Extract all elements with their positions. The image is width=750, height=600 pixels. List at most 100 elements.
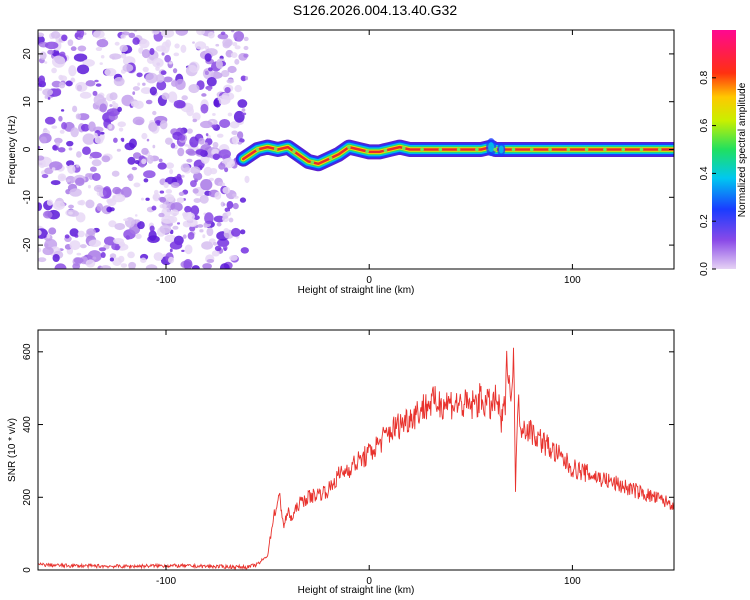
noise-speckle	[212, 241, 218, 246]
noise-speckle	[130, 100, 140, 108]
noise-speckle	[242, 112, 247, 116]
noise-speckle	[117, 106, 122, 113]
noise-speckle	[204, 142, 208, 145]
noise-speckle	[76, 151, 82, 158]
noise-speckle	[38, 75, 46, 85]
noise-speckle	[240, 229, 246, 235]
noise-speckle	[145, 72, 158, 84]
noise-speckle	[135, 119, 144, 126]
noise-speckle	[100, 265, 112, 269]
noise-speckle	[127, 173, 134, 182]
noise-speckle	[77, 45, 87, 52]
y-tick-label: 0	[22, 567, 33, 573]
noise-speckle	[240, 75, 247, 82]
noise-speckle	[51, 55, 66, 68]
noise-speckle	[43, 243, 49, 248]
noise-speckle	[219, 118, 231, 128]
noise-speckle	[68, 204, 74, 209]
noise-speckle	[206, 258, 215, 263]
noise-speckle	[155, 73, 165, 83]
noise-speckle	[109, 53, 122, 60]
noise-speckle	[226, 200, 234, 209]
noise-speckle	[101, 155, 111, 163]
noise-speckle	[199, 229, 204, 233]
noise-speckle	[223, 228, 230, 234]
noise-speckle	[38, 228, 48, 239]
bottom-y-axis-label: SNR (10 * v/v)	[7, 418, 18, 482]
noise-speckle	[61, 34, 68, 42]
noise-speckle	[224, 87, 231, 94]
colorbar-tick-label: 0.4	[699, 166, 710, 180]
noise-speckle	[183, 212, 195, 221]
noise-speckle	[135, 233, 142, 240]
noise-speckle	[46, 199, 53, 206]
noise-speckle	[178, 134, 186, 141]
noise-speckle	[123, 218, 129, 222]
noise-speckle	[239, 197, 247, 203]
noise-speckle	[94, 79, 99, 83]
noise-speckle	[89, 156, 93, 159]
noise-speckle	[43, 127, 48, 132]
noise-speckle	[237, 141, 243, 145]
snr-panel: -100 0 100 0 200 400 600	[22, 329, 675, 587]
noise-speckle	[99, 62, 103, 65]
noise-speckle	[208, 67, 213, 72]
noise-speckle	[149, 86, 157, 96]
noise-speckle	[188, 83, 200, 94]
noise-speckle	[69, 240, 81, 251]
noise-speckle	[169, 241, 183, 250]
noise-speckle	[41, 173, 49, 179]
noise-speckle	[159, 196, 167, 203]
noise-speckle	[163, 76, 173, 83]
noise-speckle	[152, 194, 159, 200]
noise-speckle	[194, 41, 207, 50]
noise-speckle	[199, 194, 209, 204]
noise-speckle	[140, 197, 145, 201]
noise-speckle	[114, 222, 126, 231]
ridge-dot	[475, 147, 479, 152]
noise-speckle	[181, 95, 188, 101]
noise-speckle	[109, 92, 118, 101]
noise-speckle	[88, 239, 102, 248]
noise-speckle	[218, 149, 231, 159]
noise-speckle	[113, 237, 125, 245]
noise-speckle	[54, 88, 62, 95]
noise-speckle	[232, 42, 238, 47]
noise-speckle	[68, 211, 73, 215]
ridge-dot	[456, 147, 461, 152]
noise-speckle	[143, 170, 156, 179]
noise-speckle	[116, 148, 121, 152]
noise-speckle	[125, 235, 130, 240]
noise-speckle	[73, 257, 84, 264]
top-y-axis-label: Frequency (Hz)	[7, 116, 18, 185]
noise-speckle	[112, 186, 122, 195]
noise-speckle	[93, 30, 105, 39]
noise-speckle	[38, 87, 43, 91]
noise-speckle	[151, 205, 157, 211]
noise-speckle	[161, 215, 175, 224]
noise-speckle	[69, 188, 82, 197]
chart-title: S126.2026.004.13.40.G32	[292, 2, 458, 18]
noise-speckle	[99, 103, 107, 113]
noise-speckle	[206, 76, 217, 87]
noise-speckle	[197, 224, 204, 228]
noise-speckle	[108, 220, 117, 228]
ridge-dot	[365, 149, 369, 154]
noise-speckle	[185, 148, 195, 155]
noise-speckle-region	[38, 30, 250, 269]
y-tick-label: 200	[22, 488, 33, 505]
noise-speckle	[127, 251, 135, 259]
noise-speckle	[94, 136, 104, 145]
noise-speckle	[112, 257, 122, 267]
noise-speckle	[76, 252, 82, 256]
noise-speckle	[231, 135, 239, 145]
noise-speckle	[244, 175, 250, 184]
colorbar-tick-label: 0.0	[699, 262, 710, 276]
noise-speckle	[109, 207, 115, 212]
noise-speckle	[122, 63, 134, 73]
noise-speckle	[52, 253, 60, 263]
noise-speckle	[173, 52, 180, 57]
noise-speckle	[219, 263, 230, 269]
noise-speckle	[213, 99, 220, 107]
